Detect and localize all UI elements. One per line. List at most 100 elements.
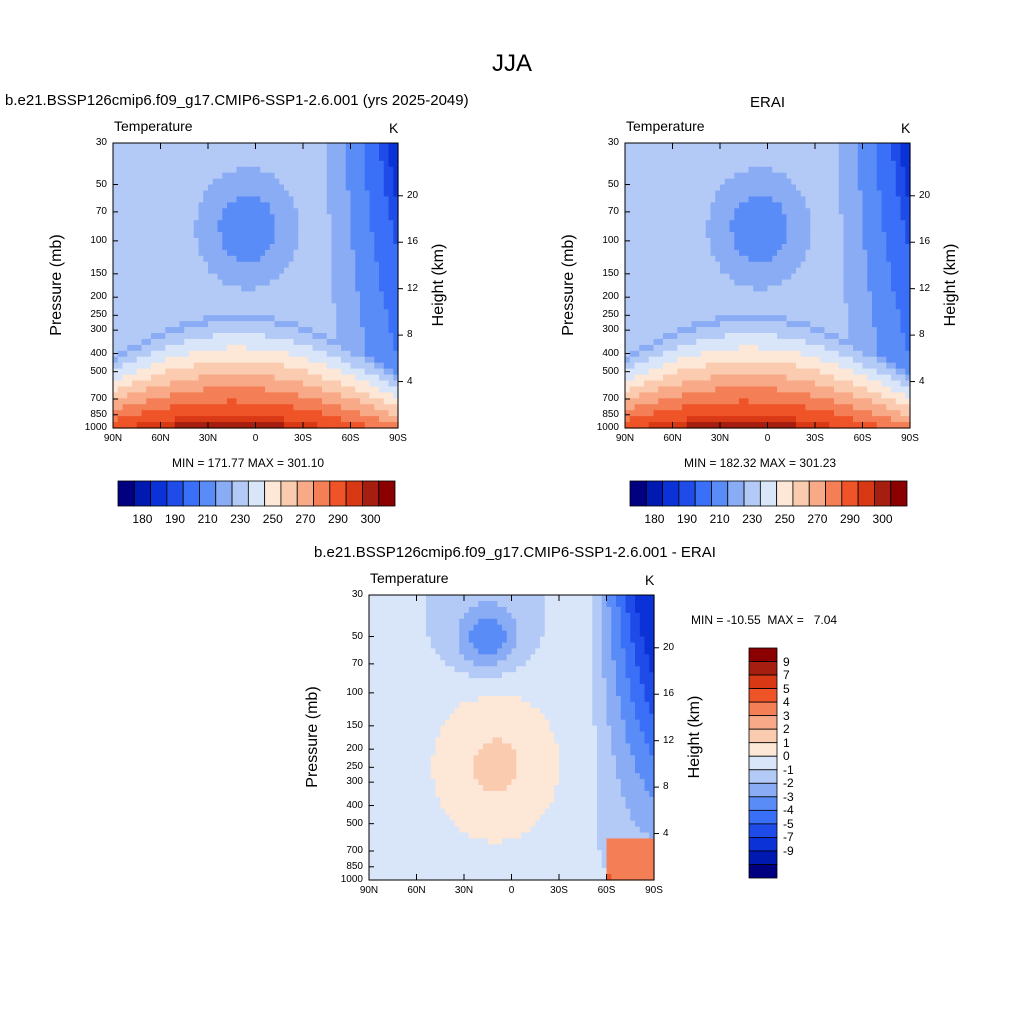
field-cell [743, 220, 750, 227]
field-cell [127, 166, 133, 174]
field-cell [203, 232, 209, 239]
field-cell [383, 297, 390, 304]
field-cell [644, 309, 650, 316]
field-cell [250, 238, 257, 245]
field-cell [274, 416, 280, 423]
field-cell [227, 338, 233, 346]
field-cell [800, 184, 807, 192]
field-cell [786, 327, 792, 334]
field-cell [322, 208, 328, 215]
field-cell [155, 255, 162, 263]
field-cell [203, 238, 209, 245]
field-cell [895, 166, 902, 174]
field-cell [341, 398, 347, 405]
field-cell [881, 232, 887, 239]
field-cell [355, 392, 361, 399]
field-cell [379, 279, 385, 287]
field-cell [127, 315, 133, 322]
field-cell [663, 297, 669, 304]
field-cell [350, 172, 356, 180]
field-cell [117, 226, 124, 233]
field-cell [705, 273, 712, 281]
field-cell [383, 143, 390, 150]
field-cell [193, 386, 200, 393]
field-cell [772, 143, 778, 150]
field-cell [122, 208, 128, 215]
field-cell [672, 255, 678, 263]
field-cell [905, 261, 911, 269]
field-cell [374, 255, 380, 263]
field-cell [748, 214, 754, 221]
panel1-left-string: Temperature [114, 118, 193, 134]
field-cell [379, 208, 385, 215]
field-cell [326, 243, 333, 251]
field-cell [379, 232, 385, 239]
field-cell [127, 285, 133, 293]
field-cell [260, 232, 266, 239]
field-cell [710, 190, 716, 198]
field-cell [824, 255, 830, 263]
field-cell [383, 166, 390, 174]
field-cell [217, 333, 223, 340]
field-cell [857, 154, 864, 162]
field-cell [326, 386, 333, 393]
field-cell [269, 350, 276, 358]
field-cell [891, 178, 897, 186]
field-cell [758, 148, 764, 156]
field-cell [895, 220, 902, 227]
field-cell [900, 178, 906, 186]
field-cell [179, 344, 185, 352]
field-cell [127, 261, 133, 269]
field-cell [686, 261, 693, 269]
field-cell [303, 327, 309, 334]
field-cell [165, 285, 171, 293]
field-cell [682, 172, 688, 180]
field-cell [862, 261, 868, 269]
field-cell [743, 338, 750, 346]
field-cell [284, 392, 290, 399]
field-cell [810, 291, 816, 298]
field-cell [734, 273, 740, 281]
field-cell [743, 315, 750, 322]
field-cell [810, 309, 816, 316]
field-cell [155, 327, 162, 334]
field-cell [672, 327, 678, 334]
field-cell [312, 338, 318, 346]
field-cell [800, 267, 807, 275]
field-cell [274, 226, 280, 233]
field-cell [317, 356, 323, 364]
field-cell [265, 178, 271, 186]
field-cell [170, 184, 176, 192]
field-cell [677, 333, 683, 340]
field-cell [734, 291, 740, 298]
field-cell [724, 148, 731, 156]
field-cell [653, 333, 659, 340]
field-cell [648, 315, 655, 322]
field-cell [127, 404, 133, 411]
field-cell [136, 386, 143, 393]
field-cell [369, 160, 375, 168]
field-cell [132, 214, 138, 221]
field-cell [303, 321, 309, 328]
field-cell [905, 309, 911, 316]
field-cell [189, 178, 195, 186]
field-cell [753, 208, 759, 215]
field-cell [805, 208, 811, 215]
field-cell [629, 190, 636, 198]
field-cell [810, 238, 816, 245]
field-cell [786, 143, 792, 150]
field-cell [705, 220, 712, 227]
field-cell [241, 291, 247, 298]
field-cell [355, 172, 361, 180]
field-cell [753, 148, 759, 156]
field-cell [326, 178, 333, 186]
field-cell [848, 273, 854, 281]
field-cell [834, 321, 840, 328]
field-cell [364, 160, 371, 168]
field-cell [317, 261, 323, 269]
field-cell [663, 184, 669, 192]
field-cell [203, 249, 209, 257]
field-cell [720, 243, 726, 251]
field-cell [146, 380, 152, 388]
field-cell [677, 238, 683, 245]
